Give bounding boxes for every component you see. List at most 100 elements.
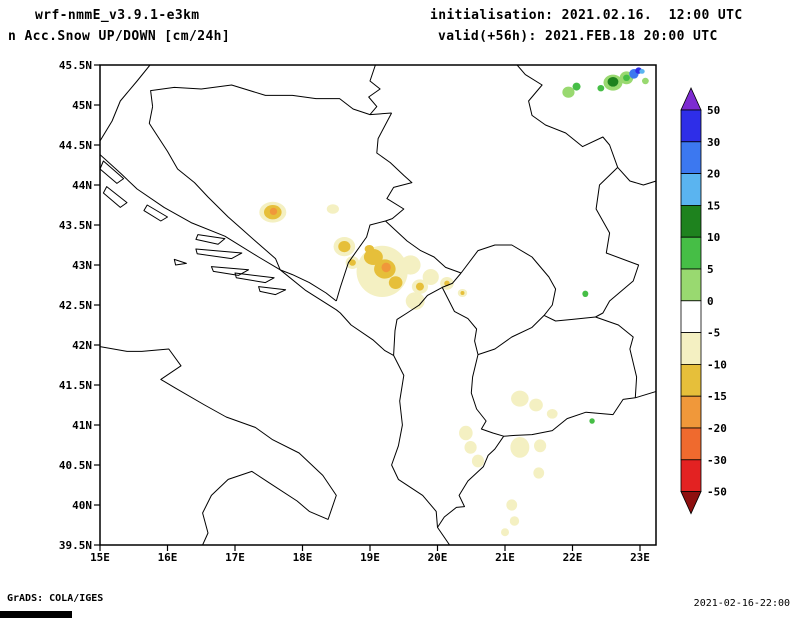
snow-patch [509, 516, 520, 526]
colorbar-below-arrow [680, 491, 702, 515]
y-tick-label: 41.5N [59, 379, 92, 392]
snow-patch [597, 85, 605, 92]
snow-patch [562, 86, 575, 98]
snow-patch [529, 398, 543, 412]
snow-patch [534, 439, 547, 453]
snow-patch [381, 262, 391, 273]
colorbar-segment [680, 236, 702, 270]
snow-patch [400, 255, 421, 275]
colorbar-label: 15 [707, 199, 720, 212]
snow-patch [363, 249, 383, 265]
x-tick-label: 20E [428, 551, 448, 564]
x-axis-labels: 15E 16E 17E 18E 19E 20E 21E 22E 23E [90, 551, 650, 564]
snow-patch [388, 276, 403, 289]
snow-patches [259, 67, 649, 537]
render-timestamp: 2021-02-16-22:00 [693, 598, 790, 609]
snow-patch [415, 282, 424, 291]
y-tick-label: 44.5N [59, 139, 92, 152]
snow-patch [510, 437, 530, 458]
y-axis-labels: 45.5N 45N 44.5N 44N 43.5N 43N 42.5N 42N 41.5N 41N… [59, 59, 92, 552]
colorbar-label: 30 [707, 136, 720, 149]
colorbar-label: -5 [707, 327, 720, 340]
snow-patch [338, 241, 351, 253]
x-tick-label: 23E [630, 551, 650, 564]
snow-patch [459, 425, 473, 441]
country-borders [148, 65, 656, 528]
colorbar-label: -50 [707, 486, 727, 499]
y-tick-label: 45N [72, 99, 92, 112]
y-tick-label: 45.5N [59, 59, 92, 72]
colorbar-label: -15 [707, 390, 727, 403]
y-tick-label: 40N [72, 499, 92, 512]
y-tick-label: 42.5N [59, 299, 92, 312]
x-tick-label: 22E [563, 551, 583, 564]
snow-patch [639, 69, 645, 74]
y-tick-label: 39.5N [59, 539, 92, 552]
snow-patch [511, 390, 529, 407]
y-tick-label: 44N [72, 179, 92, 192]
snow-patch [405, 292, 425, 310]
snow-patch [582, 290, 589, 297]
snow-patch [623, 74, 630, 82]
snow-patch [326, 204, 339, 214]
snow-patch [269, 207, 278, 215]
snow-patch [533, 467, 545, 479]
snow-patch [349, 259, 356, 266]
snow-patch [572, 82, 581, 91]
y-tick-label: 43.5N [59, 219, 92, 232]
product-title: n Acc.Snow UP/DOWN [cm/24h] [8, 29, 231, 44]
colorbar-segment [680, 173, 702, 206]
init-time: initialisation: 2021.02.16. 12:00 UTC [430, 8, 743, 23]
x-tick-label: 16E [158, 551, 178, 564]
colorbar-label: 20 [707, 168, 720, 181]
snow-patch [471, 454, 485, 468]
snow-patch [364, 245, 375, 253]
colorbar-label: 50 [707, 104, 720, 117]
snow-patch [501, 528, 509, 537]
window-edge-strip [0, 611, 72, 618]
colorbar-label: -10 [707, 358, 727, 371]
x-tick-label: 15E [90, 551, 110, 564]
colorbar-segment [680, 427, 702, 461]
colorbar-label: 0 [707, 295, 714, 308]
colorbar-segment [680, 332, 702, 365]
y-tick-label: 41N [72, 419, 92, 432]
model-title: wrf-nmmE_v3.9.1-e3km [35, 8, 200, 23]
colorbar-segment [680, 204, 702, 238]
snow-patch [464, 441, 477, 454]
y-tick-label: 43N [72, 259, 92, 272]
x-tick-label: 19E [360, 551, 380, 564]
colorbar-segment [680, 395, 702, 429]
grads-credit: GrADS: COLA/IGES [7, 593, 104, 604]
colorbar-label: -20 [707, 422, 727, 435]
colorbar-label: 5 [707, 263, 714, 276]
islands [100, 160, 287, 296]
x-tick-label: 18E [293, 551, 313, 564]
colorbar-segment [680, 363, 702, 397]
colorbar-segment [680, 459, 702, 492]
y-tick-label: 42N [72, 339, 92, 352]
map-inner [100, 65, 656, 545]
valid-time: valid(+56h): 2021.FEB.18 20:00 UTC [438, 29, 718, 44]
axis-ticks [94, 64, 641, 551]
y-tick-label: 40.5N [59, 459, 92, 472]
x-tick-label: 17E [225, 551, 245, 564]
snow-patch [506, 499, 518, 511]
colorbar-segment [680, 109, 702, 143]
colorbar-above-arrow [680, 87, 702, 111]
snow-patch [607, 77, 619, 87]
snow-patch [422, 269, 439, 285]
map-frame [99, 64, 657, 546]
colorbar-label: -30 [707, 454, 727, 467]
colorbar-segment [680, 141, 702, 175]
colorbar [680, 87, 702, 515]
colorbar-label: 10 [707, 231, 720, 244]
snow-patch [589, 418, 595, 424]
snow-patch [546, 409, 558, 419]
colorbar-segment [680, 268, 702, 302]
snow-patch [460, 291, 465, 295]
x-tick-label: 21E [495, 551, 515, 564]
